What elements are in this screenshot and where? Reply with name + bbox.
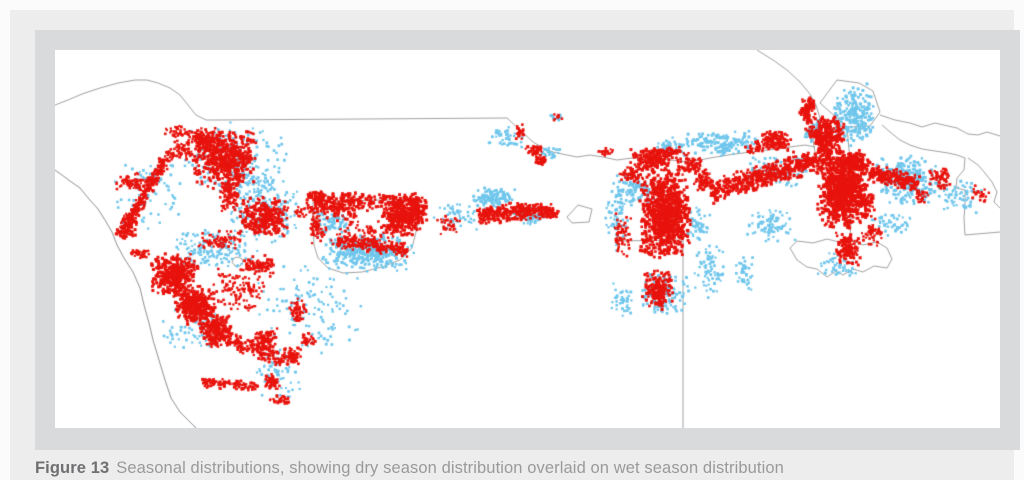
figure-label: Figure 13 (35, 459, 110, 477)
map-area (55, 50, 1000, 428)
figure-caption: Figure 13 Seasonal distributions, showing… (35, 457, 1020, 479)
figure-panel: Figure 13 Seasonal distributions, showing… (10, 10, 1020, 480)
seasonal-distribution-map (55, 50, 1000, 428)
figure-caption-text: Seasonal distributions, showing dry seas… (116, 459, 784, 477)
